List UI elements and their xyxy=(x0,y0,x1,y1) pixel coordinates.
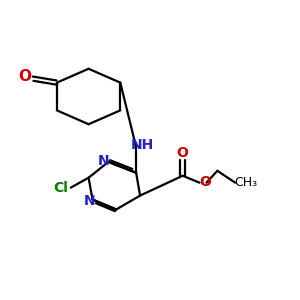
Text: O: O xyxy=(176,146,188,160)
Text: N: N xyxy=(98,154,109,168)
Text: CH₃: CH₃ xyxy=(235,176,258,189)
Text: Cl: Cl xyxy=(53,181,68,195)
Text: NH: NH xyxy=(130,138,154,152)
Text: N: N xyxy=(84,194,95,208)
Text: O: O xyxy=(19,69,32,84)
Text: O: O xyxy=(200,175,211,189)
